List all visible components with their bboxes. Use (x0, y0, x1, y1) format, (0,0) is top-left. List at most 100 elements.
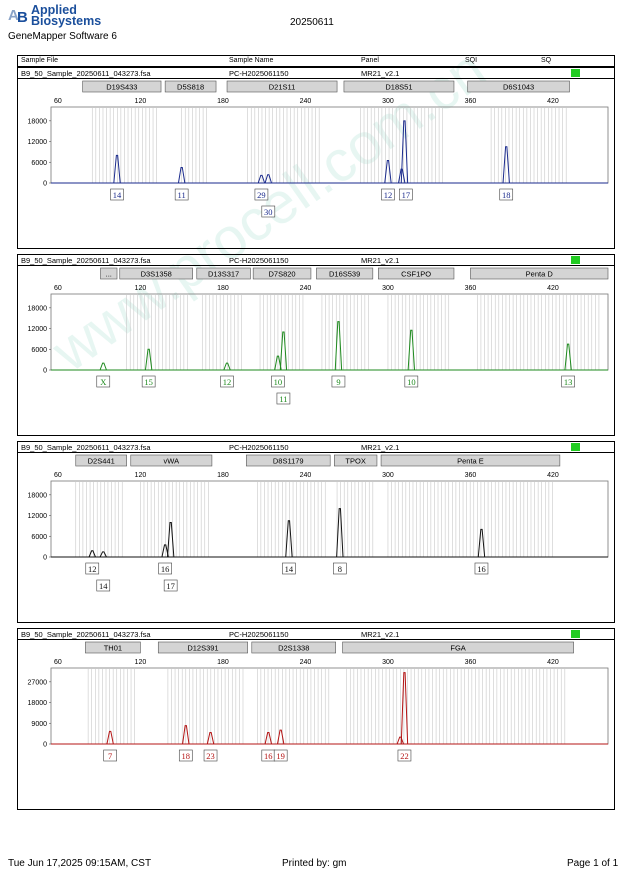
x-tick-label: 300 (382, 659, 394, 666)
locus-bar (82, 80, 162, 93)
allele-label-box (499, 188, 514, 201)
locus-bar (316, 267, 374, 280)
locus-bar (380, 454, 561, 467)
y-tick-label: 0 (43, 181, 47, 188)
peak (279, 331, 288, 371)
x-tick-label: 240 (300, 472, 312, 479)
svg-text:B: B (17, 9, 28, 25)
locus-bar (157, 641, 248, 654)
peak (206, 731, 215, 745)
allele-label-box (96, 375, 111, 388)
allele-label: 15 (144, 377, 153, 387)
software-name: GeneMapper Software 6 (8, 31, 117, 42)
locus-bar (470, 267, 609, 280)
col-sample-name: Sample Name (229, 57, 274, 64)
locus-bar (85, 641, 141, 654)
locus-label: D16S539 (329, 270, 360, 279)
sample-name: PC-H2025061150 (229, 630, 289, 639)
col-sample-file: Sample File (21, 57, 58, 64)
x-tick-label: 240 (300, 98, 312, 105)
y-tick-label: 18000 (28, 305, 48, 312)
peak (276, 729, 285, 745)
y-tick-label: 12000 (28, 139, 48, 146)
peak (182, 725, 190, 745)
allele-label-box (331, 375, 346, 388)
x-tick-label: 180 (217, 285, 229, 292)
allele-label: 30 (264, 207, 273, 217)
locus-label: D8S1179 (273, 457, 304, 466)
plot-frame (50, 293, 609, 371)
allele-label-box (110, 188, 124, 201)
x-tick-label: 300 (382, 472, 394, 479)
peak (334, 321, 343, 371)
quality-flag (571, 443, 580, 451)
peak (106, 730, 114, 745)
sample-file: B9_50_Sample_20250611_043273.fsa (21, 69, 151, 78)
brand-line-2: Biosystems (31, 14, 102, 28)
x-tick-label: 420 (547, 285, 559, 292)
peak (384, 160, 392, 184)
peak (396, 736, 404, 745)
x-tick-label: 120 (135, 659, 147, 666)
y-tick-label: 27000 (28, 679, 48, 686)
locus-bar (342, 641, 574, 654)
locus-label: ... (106, 270, 112, 279)
allele-label: 17 (166, 581, 175, 591)
allele-label: 11 (279, 394, 287, 404)
brand-name: Applied Biosystems (31, 4, 102, 28)
peak (285, 520, 293, 558)
allele-label: 10 (274, 377, 283, 387)
locus-label: D19S433 (106, 83, 137, 92)
electropherogram-panel-black: B9_50_Sample_20250611_043273.fsa PC-H202… (17, 441, 615, 623)
peak (99, 551, 107, 558)
allele-label: 13 (564, 377, 573, 387)
panel-name: MR21_v2.1 (361, 443, 400, 452)
allele-label-box (85, 562, 100, 575)
y-tick-label: 0 (43, 742, 47, 749)
allele-label-box (158, 562, 172, 575)
print-timestamp: Tue Jun 17,2025 09:15AM, CST (8, 858, 152, 869)
locus-label: D2S1338 (278, 644, 309, 653)
peak (257, 174, 266, 184)
col-sq: SQ (541, 57, 552, 64)
x-tick-label: 180 (217, 659, 229, 666)
allele-label: 12 (384, 190, 393, 200)
x-tick-label: 360 (465, 285, 477, 292)
locus-bar (226, 80, 338, 93)
x-tick-label: 60 (54, 98, 62, 105)
y-tick-label: 6000 (31, 534, 47, 541)
allele-label: 18 (182, 751, 191, 761)
locus-label: D21S11 (269, 83, 296, 92)
allele-label-box (333, 562, 347, 575)
allele-label: 11 (178, 190, 186, 200)
peak (407, 329, 416, 371)
electropherogram-black: D2S441 vWA D8S1179 TPOX Penta E60 120 180 240 30… (28, 454, 609, 592)
quality-flag (571, 256, 580, 264)
allele-label: 16 (161, 564, 170, 574)
x-tick-label: 360 (465, 98, 477, 105)
peak (274, 355, 282, 371)
col-panel: Panel (361, 57, 379, 64)
x-tick-label: 180 (217, 472, 229, 479)
locus-bar (100, 267, 118, 280)
locus-label: D13S317 (208, 270, 239, 279)
x-tick-label: 240 (300, 285, 312, 292)
allele-label: 18 (502, 190, 511, 200)
x-tick-label: 120 (135, 98, 147, 105)
peak (113, 154, 121, 184)
electropherogram-green: ... D3S1358 D13S317 D7S820 D16S539 CSF1PO Pent… (28, 267, 609, 405)
x-tick-label: 240 (300, 659, 312, 666)
allele-label: 17 (402, 190, 411, 200)
allele-label-box (474, 562, 489, 575)
locus-bar (251, 641, 336, 654)
allele-label-box (561, 375, 575, 388)
sample-name: PC-H2025061150 (229, 69, 289, 78)
allele-label: 14 (285, 564, 294, 574)
x-tick-label: 420 (547, 659, 559, 666)
locus-bar (164, 80, 217, 93)
allele-label-box (276, 392, 291, 405)
panel-info-bar: B9_50_Sample_20250611_043273.fsa PC-H202… (18, 68, 614, 79)
sample-file: B9_50_Sample_20250611_043273.fsa (21, 630, 151, 639)
y-tick-label: 12000 (28, 513, 48, 520)
allele-label: 29 (257, 190, 266, 200)
